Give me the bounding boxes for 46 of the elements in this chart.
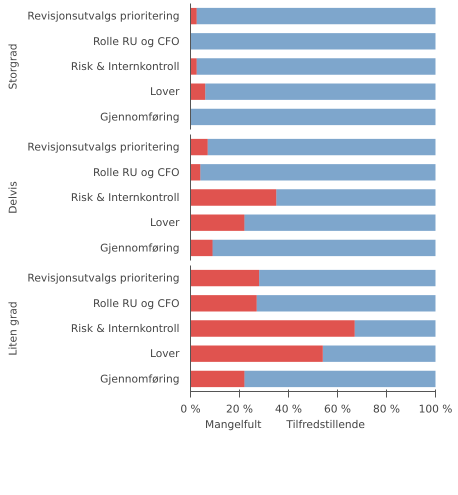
y-tick-label: Lover: [150, 216, 180, 230]
x-tick-label: 60 %: [324, 402, 352, 416]
x-tick-label: 100 %: [418, 402, 452, 416]
y-tick-label: Risk & Internkontroll: [70, 322, 180, 335]
y-tick-label: Gjennomføring: [100, 241, 180, 254]
y-tick-label: Risk & Internkontroll: [70, 191, 180, 204]
text: Mangelfult: [205, 418, 262, 431]
y-tick-label: Rolle RU og CFO: [92, 166, 180, 179]
y-tick-label: Gjennomføring: [100, 110, 180, 124]
y-tick-label: Rolle RU og CFO: [92, 296, 180, 310]
bar: [190, 270, 260, 286]
x-tick-label: 20 %: [226, 402, 254, 416]
y-tick-label: Rolle RU og CFO: [92, 34, 180, 48]
bar: [208, 138, 436, 156]
bar: [190, 346, 323, 362]
y-axis-title: Delvis: [6, 180, 20, 214]
y-tick-label: Lover: [150, 347, 180, 360]
bar: [190, 138, 208, 156]
bar: [244, 370, 436, 388]
bar: [276, 189, 436, 206]
y-tick-label: Gjennomføring: [100, 372, 180, 386]
bar: [190, 189, 276, 206]
bar: [190, 320, 355, 337]
bar: [190, 164, 200, 180]
x-tick-label: 0 %: [180, 402, 201, 416]
y-tick-label: Lover: [150, 85, 180, 98]
x-tick-label: 40 %: [274, 402, 302, 416]
y-tick-label: Revisjonsutvalgs prioritering: [27, 140, 180, 154]
y-tick-label: Revisjonsutvalgs prioritering: [27, 10, 180, 23]
bar: [190, 295, 257, 312]
bar: [256, 295, 436, 312]
x-tick-label: 80 %: [372, 402, 400, 416]
bar: [190, 370, 244, 388]
bar: [212, 240, 436, 256]
y-tick-label: Risk & Internkontroll: [70, 60, 180, 73]
y-axis-title: Liten grad: [6, 301, 20, 356]
y-tick-label: Revisjonsutvalgs prioritering: [27, 272, 180, 285]
bar: [190, 240, 213, 256]
bar: [200, 164, 436, 180]
bar: [322, 346, 436, 362]
y-axis-title: Storgrad: [6, 43, 20, 90]
bar: [190, 214, 244, 231]
bar: [259, 270, 436, 286]
text: Tilfredstillende: [286, 418, 365, 431]
bar: [354, 320, 436, 337]
bar: [244, 214, 436, 231]
